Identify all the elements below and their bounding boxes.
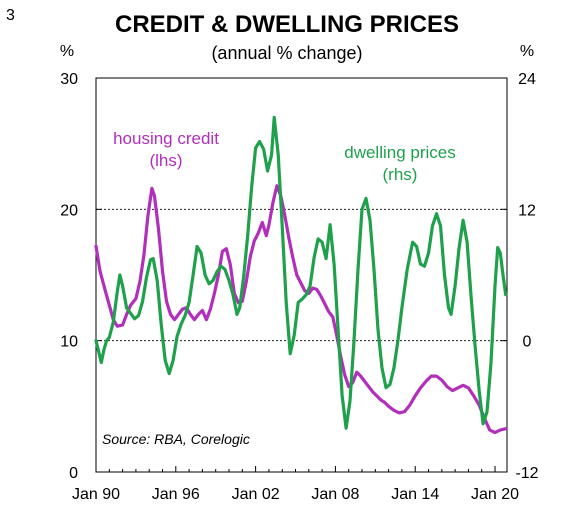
right-axis-ticks: -12 0 12 24 [501, 71, 539, 482]
left-axis-unit: % [60, 43, 74, 60]
series-label-housing-credit: housing credit [113, 129, 219, 148]
series-axis-note-housing-credit: (lhs) [149, 151, 182, 170]
chart-title: CREDIT & DWELLING PRICES [115, 11, 459, 38]
x-axis-ticks: Jan 90 Jan 96 Jan 02 Jan 08 Jan 14 Jan 20 [72, 466, 519, 503]
right-tick-label: 24 [518, 71, 536, 88]
page-number: 3 [6, 7, 15, 24]
housing-credit-line [94, 184, 508, 435]
x-tick-label: Jan 90 [72, 486, 120, 503]
source-note: Source: RBA, Corelogic [102, 431, 250, 447]
left-tick-label: 20 [60, 202, 78, 219]
x-tick-label: Jan 02 [232, 486, 280, 503]
left-tick-label: 30 [60, 71, 78, 88]
x-tick-label: Jan 08 [311, 486, 359, 503]
series-label-dwelling-prices: dwelling prices [344, 143, 456, 162]
series-lines [94, 115, 508, 435]
dwelling-prices-line [94, 115, 508, 430]
series-axis-note-dwelling-prices: (rhs) [383, 165, 418, 184]
plot-frame [95, 77, 508, 473]
x-tick-label: Jan 20 [471, 486, 519, 503]
chart-subtitle: (annual % change) [211, 43, 362, 63]
x-tick-label: Jan 14 [391, 486, 439, 503]
left-tick-label: 0 [69, 465, 78, 482]
right-tick-label: 12 [518, 202, 536, 219]
x-tick-label: Jan 96 [152, 486, 200, 503]
right-tick-label: 0 [523, 334, 532, 351]
right-axis-unit: % [520, 43, 534, 60]
left-axis-ticks: 0 10 20 30 [60, 71, 102, 482]
left-tick-label: 10 [60, 334, 78, 351]
right-tick-label: -12 [515, 465, 538, 482]
